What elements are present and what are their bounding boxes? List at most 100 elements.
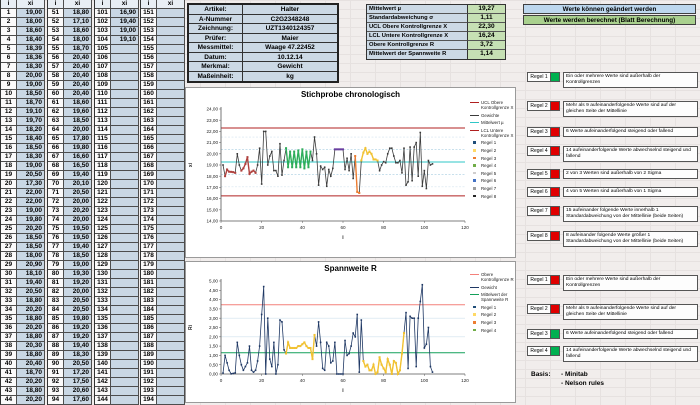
- cell-index[interactable]: 38: [1, 342, 17, 351]
- cell-value[interactable]: [157, 279, 185, 288]
- cell-value[interactable]: 20,50: [17, 288, 45, 297]
- cell-index[interactable]: 22: [1, 198, 17, 207]
- cell-value[interactable]: 19,20: [64, 279, 92, 288]
- cell-index[interactable]: 24: [1, 216, 17, 225]
- cell-index[interactable]: 66: [48, 144, 64, 153]
- stats-value[interactable]: 1,14: [468, 50, 505, 59]
- cell-index[interactable]: 31: [1, 279, 17, 288]
- cell-index[interactable]: 129: [95, 261, 111, 270]
- cell-value[interactable]: [111, 306, 139, 315]
- cell-value[interactable]: [111, 288, 139, 297]
- cell-value[interactable]: [111, 369, 139, 378]
- info-value[interactable]: Waage 47.22452: [243, 43, 337, 53]
- cell-value[interactable]: 20,40: [64, 72, 92, 81]
- cell-value[interactable]: 20,50: [17, 171, 45, 180]
- cell-index[interactable]: 93: [48, 387, 64, 396]
- cell-index[interactable]: 120: [95, 180, 111, 189]
- cell-value[interactable]: [157, 27, 185, 36]
- cell-index[interactable]: 134: [95, 306, 111, 315]
- cell-index[interactable]: 77: [48, 243, 64, 252]
- cell-index[interactable]: 68: [48, 162, 64, 171]
- cell-index[interactable]: 87: [48, 333, 64, 342]
- cell-index[interactable]: 158: [141, 72, 157, 81]
- cell-index[interactable]: 26: [1, 234, 17, 243]
- cell-value[interactable]: [157, 36, 185, 45]
- cell-index[interactable]: 12: [1, 108, 17, 117]
- cell-index[interactable]: 74: [48, 216, 64, 225]
- cell-value[interactable]: [157, 162, 185, 171]
- cell-index[interactable]: 190: [141, 360, 157, 369]
- cell-index[interactable]: 39: [1, 351, 17, 360]
- cell-value[interactable]: [157, 189, 185, 198]
- cell-index[interactable]: 179: [141, 261, 157, 270]
- cell-index[interactable]: 94: [48, 396, 64, 405]
- cell-value[interactable]: 19,00: [64, 261, 92, 270]
- cell-value[interactable]: [111, 216, 139, 225]
- cell-value[interactable]: 19,30: [64, 270, 92, 279]
- cell-value[interactable]: 16,50: [64, 162, 92, 171]
- cell-index[interactable]: 18: [1, 162, 17, 171]
- cell-index[interactable]: 142: [95, 378, 111, 387]
- cell-value[interactable]: 18,00: [17, 252, 45, 261]
- cell-index[interactable]: 170: [141, 180, 157, 189]
- cell-value[interactable]: [111, 360, 139, 369]
- cell-index[interactable]: 144: [95, 396, 111, 405]
- cell-value[interactable]: [157, 315, 185, 324]
- cell-value[interactable]: 20,00: [64, 126, 92, 135]
- cell-value[interactable]: 22,00: [17, 198, 45, 207]
- stats-value[interactable]: 16,24: [468, 32, 505, 41]
- info-value[interactable]: Gewicht: [243, 62, 337, 72]
- cell-value[interactable]: 20,20: [64, 207, 92, 216]
- cell-index[interactable]: 25: [1, 225, 17, 234]
- cell-value[interactable]: [111, 324, 139, 333]
- cell-index[interactable]: 4: [1, 36, 17, 45]
- cell-value[interactable]: 18,30: [17, 153, 45, 162]
- cell-index[interactable]: 141: [95, 369, 111, 378]
- cell-index[interactable]: 62: [48, 108, 64, 117]
- cell-index[interactable]: 76: [48, 234, 64, 243]
- cell-value[interactable]: 19,00: [17, 9, 45, 18]
- cell-index[interactable]: 194: [141, 396, 157, 405]
- cell-value[interactable]: 18,20: [17, 126, 45, 135]
- cell-value[interactable]: [157, 63, 185, 72]
- cell-index[interactable]: 135: [95, 315, 111, 324]
- cell-index[interactable]: 133: [95, 297, 111, 306]
- cell-index[interactable]: 188: [141, 342, 157, 351]
- cell-index[interactable]: 126: [95, 234, 111, 243]
- cell-index[interactable]: 176: [141, 234, 157, 243]
- cell-value[interactable]: 20,40: [64, 54, 92, 63]
- cell-value[interactable]: 18,30: [17, 63, 45, 72]
- cell-value[interactable]: 18,40: [17, 135, 45, 144]
- cell-index[interactable]: 116: [95, 144, 111, 153]
- cell-value[interactable]: 18,80: [64, 9, 92, 18]
- cell-index[interactable]: 41: [1, 369, 17, 378]
- cell-value[interactable]: 20,40: [64, 90, 92, 99]
- cell-value[interactable]: [111, 297, 139, 306]
- cell-index[interactable]: 19: [1, 171, 17, 180]
- cell-value[interactable]: [111, 279, 139, 288]
- cell-value[interactable]: 19,40: [64, 243, 92, 252]
- cell-index[interactable]: 72: [48, 198, 64, 207]
- cell-value[interactable]: 17,20: [64, 369, 92, 378]
- cell-value[interactable]: [111, 270, 139, 279]
- cell-index[interactable]: 165: [141, 135, 157, 144]
- cell-value[interactable]: 18,50: [17, 144, 45, 153]
- cell-index[interactable]: 80: [48, 270, 64, 279]
- cell-index[interactable]: 156: [141, 54, 157, 63]
- cell-index[interactable]: 122: [95, 198, 111, 207]
- cell-index[interactable]: 58: [48, 72, 64, 81]
- cell-value[interactable]: 19,10: [17, 108, 45, 117]
- cell-value[interactable]: 20,60: [64, 387, 92, 396]
- cell-value[interactable]: 19,70: [17, 117, 45, 126]
- cell-value[interactable]: 19,80: [17, 216, 45, 225]
- info-value[interactable]: Maier: [243, 33, 337, 43]
- cell-index[interactable]: 185: [141, 315, 157, 324]
- cell-index[interactable]: 69: [48, 171, 64, 180]
- cell-value[interactable]: [157, 90, 185, 99]
- cell-index[interactable]: 86: [48, 324, 64, 333]
- cell-value[interactable]: 20,40: [64, 63, 92, 72]
- x-chart-panel[interactable]: Stichprobe chronologisch 14,00 15,00 16,00…: [185, 87, 516, 258]
- r-chart-panel[interactable]: Spannweite R 0,00 0,50 1,00 1,50 2,00 2,50 3,0…: [185, 261, 516, 403]
- cell-value[interactable]: 19,40: [64, 171, 92, 180]
- cell-value[interactable]: [111, 63, 139, 72]
